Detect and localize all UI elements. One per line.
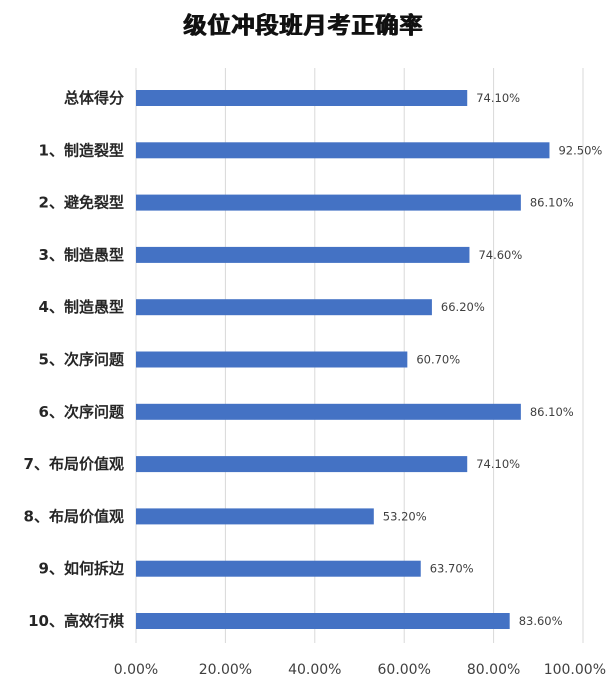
category-label: 4、制造愚型 <box>39 298 124 316</box>
x-tick-label: 60.00% <box>378 662 431 678</box>
x-tick-label: 100.00% <box>544 662 606 678</box>
bar <box>136 560 421 577</box>
category-label: 5、次序问题 <box>39 351 125 369</box>
bar <box>136 90 468 106</box>
bar <box>136 456 468 473</box>
category-label: 7、布局价值观 <box>24 455 124 473</box>
category-label: 2、避免裂型 <box>39 194 124 212</box>
category-label: 6、次序问题 <box>39 403 125 421</box>
bar <box>136 351 408 368</box>
category-label: 1、制造裂型 <box>39 141 124 159</box>
category-label: 9、如何拆边 <box>39 560 125 578</box>
category-label: 总体得分 <box>64 89 124 107</box>
data-label: 86.10% <box>530 405 574 419</box>
data-label: 74.10% <box>476 91 520 105</box>
bar <box>136 194 521 211</box>
data-label: 66.20% <box>441 300 485 314</box>
data-label: 63.70% <box>430 562 474 576</box>
x-tick-label: 40.00% <box>288 662 341 678</box>
bar <box>136 403 521 420</box>
data-label: 53.20% <box>383 509 427 523</box>
data-label: 86.10% <box>530 196 574 210</box>
bar <box>136 142 550 159</box>
x-tick-label: 0.00% <box>114 662 158 678</box>
x-tick-label: 20.00% <box>199 662 252 678</box>
category-label: 8、布局价值观 <box>24 507 124 525</box>
data-label: 83.60% <box>519 614 563 628</box>
data-label: 74.10% <box>476 457 520 471</box>
bar <box>136 246 470 263</box>
category-label: 3、制造愚型 <box>39 246 124 264</box>
category-label: 10、高效行棋 <box>28 612 124 630</box>
x-tick-label: 80.00% <box>467 662 520 678</box>
data-label: 74.60% <box>478 248 522 262</box>
bar <box>136 508 374 525</box>
bar <box>136 613 510 629</box>
data-label: 60.70% <box>416 353 460 367</box>
data-label: 92.50% <box>558 143 602 157</box>
chart-title: 级位冲段班月考正确率 <box>183 13 424 39</box>
bar <box>136 299 432 316</box>
